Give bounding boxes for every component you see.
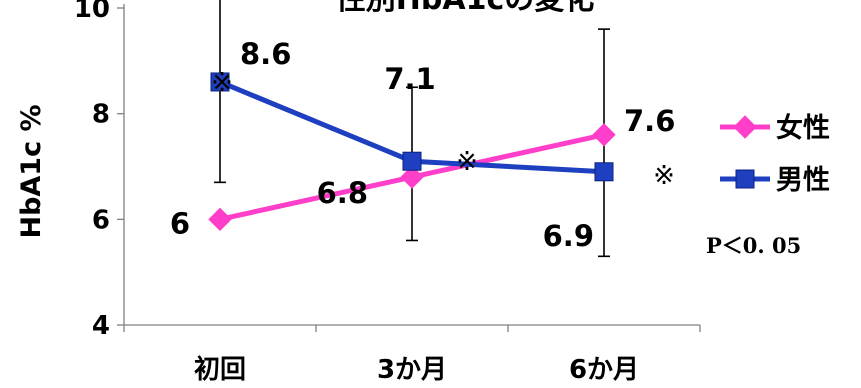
legend-marker-male xyxy=(735,169,755,189)
axes: 4 6 8 10 初回 3か月 6か月 xyxy=(74,0,701,385)
significance-marks: ※ ※ ※ xyxy=(211,68,675,191)
data-label: 7.1 xyxy=(384,62,435,96)
x-tick-label: 6か月 xyxy=(569,355,639,385)
data-label: 6.9 xyxy=(543,219,594,253)
data-label: 6 xyxy=(170,206,190,240)
data-labels: 6 6.8 7.6 8.6 7.1 6.9 xyxy=(170,37,676,253)
data-point-male xyxy=(210,72,230,92)
data-label: 8.6 xyxy=(240,37,291,71)
y-tick-label: 8 xyxy=(92,100,110,130)
series-markers xyxy=(208,72,616,232)
significance-mark: ※ xyxy=(456,147,478,177)
x-tick-label: 初回 xyxy=(194,355,246,385)
significance-mark: ※ xyxy=(211,68,233,98)
x-tick-label: 3か月 xyxy=(377,355,447,385)
legend-marker-female xyxy=(733,115,757,139)
data-point-female xyxy=(400,165,424,189)
y-tick-label: 4 xyxy=(92,311,110,341)
chart-title: 性別HbA1cの変化 xyxy=(336,0,594,17)
legend-label-male: 男性 xyxy=(776,165,830,196)
legend-label-female: 女性 xyxy=(776,112,830,144)
data-label: 6.8 xyxy=(317,176,368,210)
y-tick-label: 6 xyxy=(92,205,110,235)
data-label: 7.6 xyxy=(624,104,675,138)
data-point-female xyxy=(208,207,232,232)
y-tick-label: 10 xyxy=(74,0,110,24)
significance-note: P＜0. 05 xyxy=(706,233,801,258)
significance-mark: ※ xyxy=(653,161,675,191)
data-point-female xyxy=(592,123,616,147)
data-point-male xyxy=(402,151,422,171)
data-point-male xyxy=(594,162,614,182)
y-axis-title: HbA1c % xyxy=(16,104,47,238)
